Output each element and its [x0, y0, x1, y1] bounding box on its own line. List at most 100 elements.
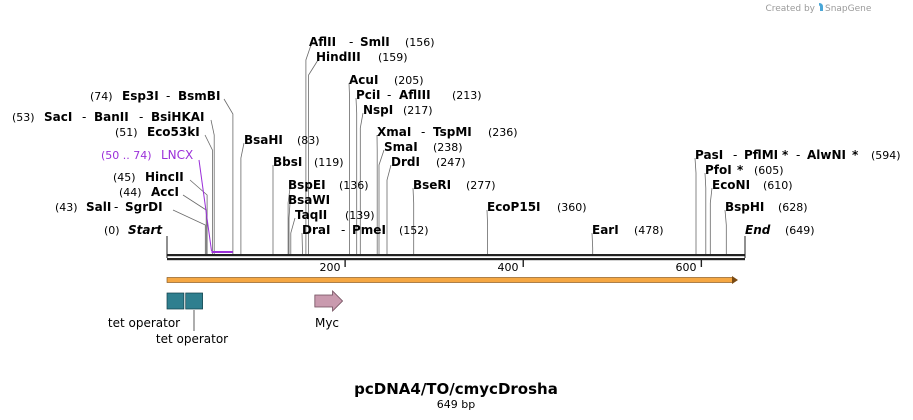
myc-label: Myc	[315, 316, 339, 330]
site-bsaHI[interactable]: BsaHI	[244, 133, 283, 147]
site-bspEI[interactable]: BspEI	[288, 178, 326, 192]
site-pasI[interactable]: PasI	[695, 148, 723, 162]
site-pciI[interactable]: PciI	[356, 88, 381, 102]
end-position: (649)	[785, 224, 815, 237]
site-bsmBI[interactable]: BsmBI	[178, 89, 220, 103]
tet-operator-feature-2[interactable]	[185, 292, 203, 310]
earI-position: (478)	[634, 224, 664, 237]
dash: -	[166, 89, 170, 103]
lncx-label[interactable]: LNCX	[161, 148, 193, 162]
tick-label-400: 400	[498, 261, 519, 274]
site-pfoI[interactable]: PfoI	[705, 163, 732, 177]
site-connector-smai	[378, 149, 385, 254]
star: *	[782, 148, 789, 162]
dash: -	[82, 110, 86, 124]
site-connector-aflii	[305, 44, 312, 254]
site-connector-bsahi	[240, 142, 245, 254]
site-connector-esp3i	[223, 98, 234, 254]
site-connector-bseri	[412, 187, 415, 254]
site-connector-pfoi	[704, 172, 707, 254]
site-connector-pasi	[694, 157, 697, 254]
salI-position: (43)	[55, 201, 78, 214]
credit-brand: SnapGene	[825, 4, 872, 14]
site-nspI[interactable]: NspI	[363, 103, 393, 117]
tet-operator-feature-1[interactable]	[166, 292, 185, 310]
site-smlI[interactable]: SmlI	[360, 35, 390, 49]
site-taqII[interactable]: TaqII	[295, 208, 327, 222]
site-aflIII[interactable]: AflIII	[399, 88, 431, 102]
dash: -	[349, 35, 353, 49]
eco53kI-position: (51)	[115, 126, 138, 139]
site-ecoNI[interactable]: EcoNI	[712, 178, 750, 192]
site-connector-saci	[210, 119, 215, 254]
site-banII[interactable]: BanII	[94, 110, 129, 124]
bseRI-position: (277)	[466, 179, 496, 192]
site-pmeI[interactable]: PmeI	[352, 223, 386, 237]
hindIII-position: (159)	[378, 51, 408, 64]
ecoNI-position: (610)	[763, 179, 793, 192]
site-hincII[interactable]: HincII	[145, 170, 184, 184]
site-bseRI[interactable]: BseRI	[413, 178, 451, 192]
hincII-position: (45)	[113, 171, 136, 184]
site-connector-ecop15i	[486, 209, 489, 254]
tet-operator-label-1: tet operator	[108, 316, 180, 330]
site-connector-nspi	[359, 112, 364, 254]
site-bsaWI[interactable]: BsaWI	[288, 193, 330, 207]
ecoP15I-position: (360)	[557, 201, 587, 214]
site-connector-eari	[591, 232, 594, 254]
start-label: Start	[128, 223, 163, 237]
acuI-position: (205)	[394, 74, 424, 87]
site-esp3I[interactable]: Esp3I	[122, 89, 159, 103]
site-alwNI[interactable]: AlwNI	[807, 148, 846, 162]
site-bsiHKAI[interactable]: BsiHKAI	[151, 110, 205, 124]
site-ecoP15I[interactable]: EcoP15I	[487, 200, 541, 214]
snapgene-logo-icon	[819, 3, 823, 11]
tick-label-200: 200	[320, 261, 341, 274]
orf-arrow[interactable]	[166, 276, 738, 284]
site-connector-bspei	[287, 187, 291, 254]
smaI-position: (238)	[433, 141, 463, 154]
site-sacI[interactable]: SacI	[44, 110, 72, 124]
credit-prefix: Created by	[765, 4, 815, 14]
site-connector-econi	[709, 187, 713, 254]
site-acuI[interactable]: AcuI	[349, 73, 378, 87]
site-connector-taqii	[290, 217, 296, 254]
drdI-position: (247)	[436, 156, 466, 169]
bspHI-position: (628)	[778, 201, 808, 214]
site-bspHI[interactable]: BspHI	[725, 200, 764, 214]
dash: -	[421, 125, 425, 139]
site-hindIII[interactable]: HindIII	[316, 50, 361, 64]
end-label: End	[745, 223, 771, 237]
site-tspMI[interactable]: TspMI	[433, 125, 472, 139]
esp3I-position: (74)	[90, 90, 113, 103]
site-salI[interactable]: SalI	[86, 200, 111, 214]
site-connectors	[172, 44, 727, 254]
bsaHI-position: (83)	[297, 134, 320, 147]
bspEI-position: (136)	[339, 179, 369, 192]
myc-feature[interactable]	[314, 290, 344, 312]
site-xmaI[interactable]: XmaI	[377, 125, 411, 139]
site-connector-sali	[172, 209, 206, 254]
site-drdI[interactable]: DrdI	[391, 155, 420, 169]
site-sgrDI[interactable]: SgrDI	[125, 200, 163, 214]
site-bbsI[interactable]: BbsI	[273, 155, 302, 169]
site-aflII[interactable]: AflII	[309, 35, 336, 49]
site-draI[interactable]: DraI	[302, 223, 330, 237]
pciI-position: (213)	[452, 89, 482, 102]
site-eco53kI[interactable]: Eco53kI	[147, 125, 200, 139]
accI-position: (44)	[119, 186, 142, 199]
aflII-position: (156)	[405, 36, 435, 49]
ruler-ticks	[344, 260, 703, 267]
site-pflMI[interactable]: PflMI	[744, 148, 778, 162]
site-connector-eco53ki	[204, 134, 213, 254]
site-connector-hincii	[189, 179, 208, 254]
backbone-top-strand	[167, 254, 745, 257]
site-smaI[interactable]: SmaI	[384, 140, 418, 154]
xmaI-position: (236)	[488, 126, 518, 139]
dash: -	[341, 223, 345, 237]
site-earI[interactable]: EarI	[592, 223, 619, 237]
site-accI[interactable]: AccI	[151, 185, 179, 199]
map-title: pcDNA4/TO/cmycDrosha	[354, 380, 558, 398]
lncx-range: (50 .. 74)	[101, 149, 152, 162]
